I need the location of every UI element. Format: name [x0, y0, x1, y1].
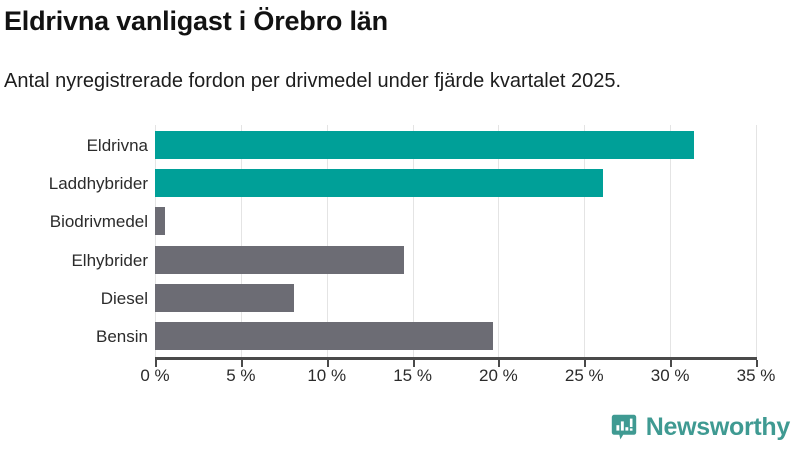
bar-laddhybrider[interactable]	[155, 169, 604, 198]
gridline	[326, 125, 328, 358]
x-axis-line	[155, 357, 757, 360]
x-axis-tick-mark	[584, 360, 587, 367]
gridline	[498, 125, 500, 358]
x-axis-tick-label: 20 %	[479, 366, 518, 385]
x-axis-tick-label: 0 %	[140, 366, 170, 385]
x-axis-tick-mark	[240, 360, 243, 367]
bar-row[interactable]	[155, 283, 756, 312]
x-axis-tick-labels: 0 % 5 % 10 % 15 % 20 % 25 % 30 % 35 %	[0, 366, 800, 394]
bar-row[interactable]	[155, 322, 756, 350]
bar-row[interactable]	[155, 131, 756, 159]
gridline	[155, 125, 156, 358]
x-axis-tick-label: 35 %	[736, 366, 776, 385]
x-axis-tick-label: 10 %	[307, 366, 347, 385]
newsworthy-wordmark: Newsworthy	[645, 412, 791, 441]
x-axis-tick-mark	[498, 360, 501, 367]
x-axis-tick-mark	[326, 360, 329, 367]
gridline	[412, 125, 414, 358]
bar-diesel[interactable]	[155, 283, 295, 312]
y-axis-label-biodrivmedel: Biodrivmedel	[49, 212, 148, 232]
x-axis-tick-label: 5 %	[226, 366, 256, 385]
y-axis-label-diesel: Diesel	[100, 288, 148, 308]
newsworthy-logo[interactable]: Newsworthy	[611, 414, 790, 440]
x-axis-tick-label: 15 %	[393, 366, 432, 385]
y-axis-labels: Eldrivna Laddhybrider Biodrivmedel Elhybrid…	[0, 125, 148, 358]
y-axis-label-bensin: Bensin	[96, 327, 148, 346]
bar-row[interactable]	[155, 207, 756, 236]
gridline	[756, 125, 757, 358]
bar-row[interactable]	[155, 245, 756, 274]
x-axis-tick-label: 30 %	[650, 366, 690, 385]
x-axis-tick-mark	[412, 360, 415, 367]
bar-eldrivna[interactable]	[155, 131, 695, 159]
chart-subtitle: Antal nyregistrerade fordon per drivmede…	[4, 70, 622, 92]
chart-plot-area	[155, 125, 757, 358]
y-axis-label-laddhybrider: Laddhybrider	[48, 174, 148, 194]
bar-bensin[interactable]	[155, 322, 494, 350]
x-axis-tick-label: 25 %	[564, 366, 604, 385]
bar-biodrivmedel[interactable]	[155, 207, 166, 236]
x-axis-tick-mark	[155, 360, 157, 367]
bar-elhybrider[interactable]	[155, 245, 404, 274]
page-title: Eldrivna vanligast i Örebro län	[4, 6, 388, 36]
bar-row[interactable]	[155, 169, 756, 198]
x-axis-tick-mark	[756, 360, 758, 367]
newsworthy-logo-icon	[611, 414, 636, 440]
x-axis-tick-mark	[670, 360, 673, 367]
gridline	[670, 125, 672, 358]
y-axis-label-elhybrider: Elhybrider	[71, 250, 148, 270]
gridline	[240, 125, 242, 358]
gridline	[584, 125, 586, 358]
y-axis-label-eldrivna: Eldrivna	[86, 136, 148, 155]
